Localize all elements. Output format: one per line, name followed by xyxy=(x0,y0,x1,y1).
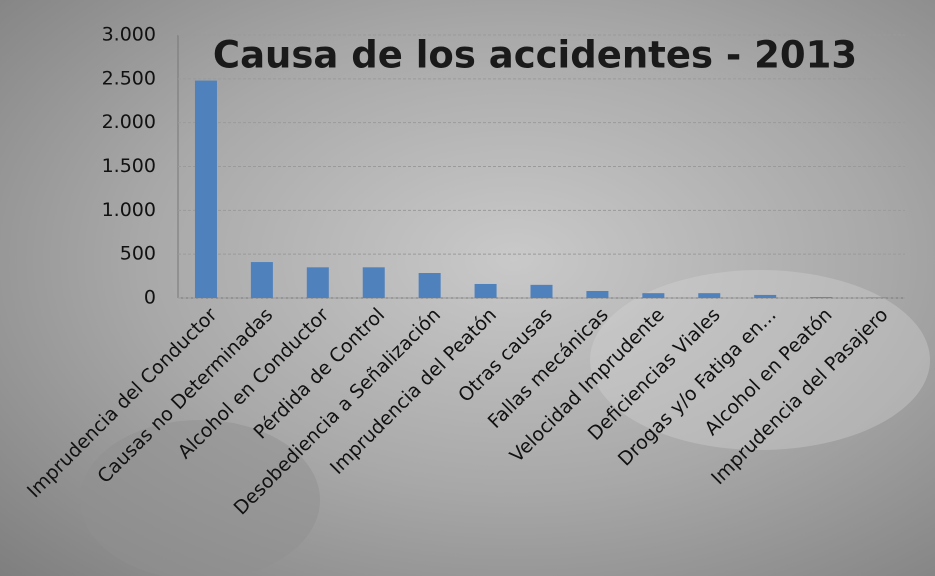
chart-title: Causa de los accidentes - 2013 xyxy=(213,34,857,77)
bar xyxy=(250,262,273,298)
bar xyxy=(810,297,833,298)
bar xyxy=(418,273,441,298)
background-shape xyxy=(80,420,320,576)
y-tick-label: 500 xyxy=(120,243,156,265)
y-tick-label: 1.000 xyxy=(102,199,156,221)
y-tick-label: 2.500 xyxy=(102,67,156,89)
background-shape xyxy=(590,270,930,450)
bar xyxy=(754,294,777,298)
bar xyxy=(698,293,721,298)
bar xyxy=(642,293,665,298)
y-tick-label: 3.000 xyxy=(102,24,156,46)
bar xyxy=(474,283,497,298)
bar xyxy=(530,284,553,298)
bar xyxy=(586,290,609,298)
y-tick-label: 2.000 xyxy=(102,111,156,133)
y-tick-label: 0 xyxy=(144,287,156,309)
y-tick-label: 1.500 xyxy=(102,155,156,177)
bar xyxy=(362,267,385,298)
bar xyxy=(306,267,329,298)
bar xyxy=(194,80,217,298)
